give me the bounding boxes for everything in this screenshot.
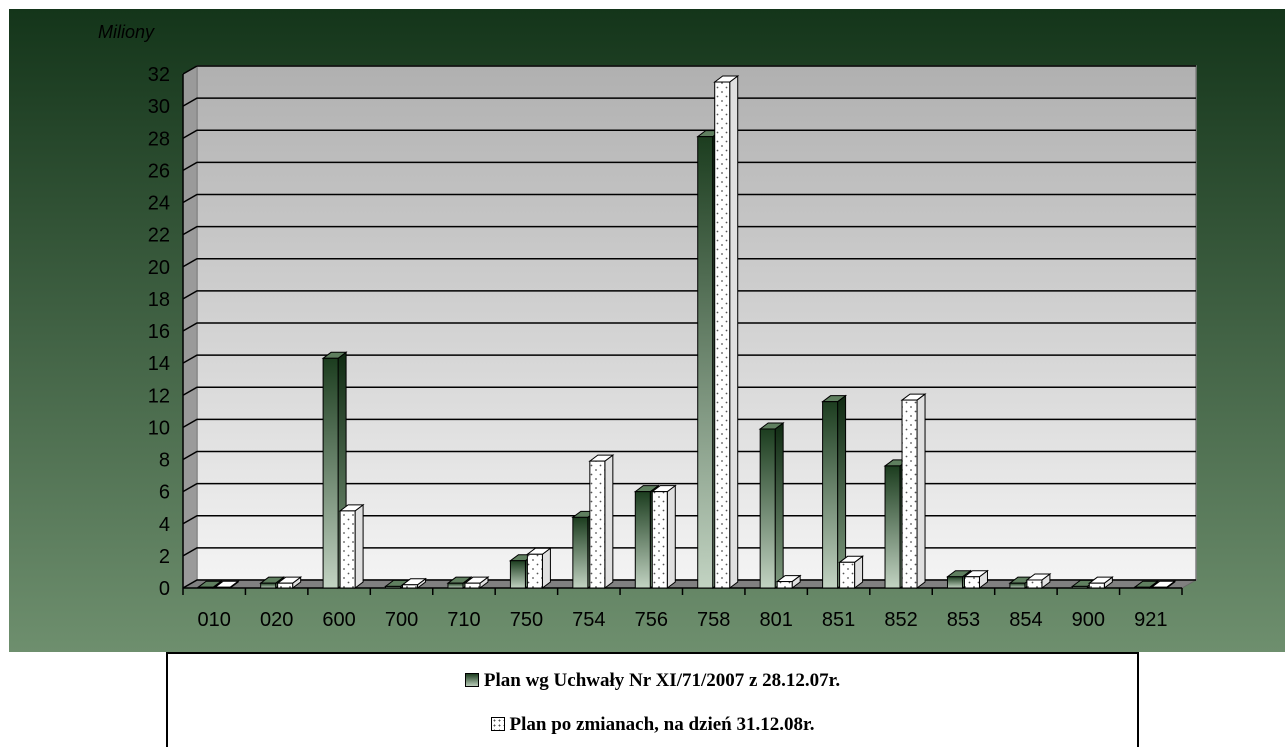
bar-series-1 bbox=[822, 401, 839, 589]
gridline bbox=[182, 290, 1196, 300]
y-tick-label: 22 bbox=[148, 225, 170, 247]
y-tick-label: 12 bbox=[148, 385, 170, 407]
bar-series-1 bbox=[322, 357, 339, 589]
bar-series-1 bbox=[1134, 586, 1151, 589]
y-tick-label: 0 bbox=[159, 578, 170, 600]
gridline bbox=[182, 386, 1196, 396]
y-tick-label: 16 bbox=[148, 321, 170, 343]
y-tick-label: 24 bbox=[148, 193, 170, 215]
x-tick-label: 853 bbox=[947, 609, 980, 631]
y-tick-label: 26 bbox=[148, 160, 170, 182]
bar-series-1 bbox=[385, 585, 402, 589]
bar-series-1 bbox=[634, 491, 651, 589]
y-tick-label: 2 bbox=[159, 546, 170, 568]
bar-series-2 bbox=[714, 81, 731, 589]
bar-series-1 bbox=[884, 465, 901, 589]
legend-item-series-1: Plan wg Uchwały Nr XI/71/2007 z 28.12.07… bbox=[168, 670, 1137, 692]
x-tick-label: 801 bbox=[759, 609, 792, 631]
bar-series-1 bbox=[697, 136, 714, 589]
x-tick-label: 921 bbox=[1134, 609, 1167, 631]
bar-series-2 bbox=[402, 584, 419, 589]
gridline bbox=[182, 258, 1196, 268]
bar-series-2 bbox=[1151, 586, 1168, 589]
gridline bbox=[182, 547, 1196, 557]
x-tick-label: 600 bbox=[322, 609, 355, 631]
x-tick-label: 852 bbox=[884, 609, 917, 631]
y-tick-label: 4 bbox=[159, 514, 170, 536]
gridline bbox=[182, 97, 1196, 107]
bar-series-2 bbox=[589, 460, 606, 589]
x-tick-label: 010 bbox=[198, 609, 231, 631]
y-tick-label: 14 bbox=[148, 353, 170, 375]
gridline bbox=[182, 482, 1196, 493]
y-tick-label: 10 bbox=[148, 417, 170, 439]
x-tick-label: 020 bbox=[260, 609, 293, 631]
gridline bbox=[182, 515, 1196, 525]
bar-series-2-side bbox=[916, 393, 926, 589]
bar-series-2-side bbox=[729, 75, 739, 589]
gridline bbox=[182, 129, 1196, 139]
bar-series-2 bbox=[214, 586, 231, 589]
gridline bbox=[182, 354, 1196, 364]
bar-series-1 bbox=[1071, 585, 1088, 589]
y-tick-label: 8 bbox=[159, 450, 170, 472]
bar-series-2-side bbox=[541, 547, 551, 589]
bar-series-1 bbox=[759, 428, 776, 589]
legend-label-series-2: Plan po zmianach, na dzień 31.12.08r. bbox=[509, 714, 815, 735]
x-tick-label: 758 bbox=[697, 609, 730, 631]
x-tick-label: 900 bbox=[1072, 609, 1105, 631]
bar-series-2-side bbox=[666, 484, 676, 589]
x-tick-label: 700 bbox=[385, 609, 418, 631]
gridline bbox=[182, 65, 1196, 75]
bar-series-1 bbox=[260, 582, 277, 589]
bar-series-1 bbox=[946, 576, 963, 589]
bar-series-2-side bbox=[354, 503, 364, 589]
bar-series-1 bbox=[1009, 582, 1026, 589]
gridline bbox=[182, 322, 1196, 332]
legend-item-series-2: Plan po zmianach, na dzień 31.12.08r. bbox=[168, 714, 1137, 736]
bar-series-1-side bbox=[774, 421, 784, 589]
x-tick-label: 756 bbox=[635, 609, 668, 631]
bar-series-2 bbox=[963, 576, 980, 589]
gridline bbox=[182, 225, 1196, 236]
gridline bbox=[182, 193, 1196, 204]
gridline bbox=[182, 161, 1196, 172]
x-tick-label: 854 bbox=[1009, 609, 1042, 631]
legend-swatch-series-2 bbox=[490, 717, 505, 731]
bar-series-2 bbox=[339, 510, 356, 589]
bar-series-1 bbox=[197, 586, 214, 589]
legend-swatch-series-1 bbox=[464, 673, 479, 687]
bar-series-2 bbox=[839, 561, 856, 589]
bar-series-1 bbox=[447, 582, 464, 589]
bar-series-1 bbox=[509, 560, 526, 589]
legend: Plan wg Uchwały Nr XI/71/2007 z 28.12.07… bbox=[166, 652, 1139, 747]
bar-series-2 bbox=[277, 582, 294, 589]
bar-series-2 bbox=[1088, 582, 1105, 589]
bar-series-2-side bbox=[604, 454, 614, 589]
x-tick-label: 710 bbox=[447, 609, 480, 631]
x-tick-label: 754 bbox=[572, 609, 605, 631]
bar-series-2 bbox=[464, 582, 481, 589]
gridline bbox=[182, 418, 1196, 429]
bar-series-2 bbox=[901, 399, 918, 589]
x-tick-label: 851 bbox=[822, 609, 855, 631]
bar-series-2 bbox=[776, 581, 793, 589]
y-tick-label: 28 bbox=[148, 128, 170, 150]
y-tick-label: 18 bbox=[148, 289, 170, 311]
y-tick-label: 20 bbox=[148, 257, 170, 279]
bar-chart: Miliony 02468101214161820222426283032010… bbox=[9, 9, 1285, 652]
y-axis-label: Miliony bbox=[98, 22, 155, 42]
y-tick-label: 30 bbox=[148, 96, 170, 118]
legend-label-series-1: Plan wg Uchwały Nr XI/71/2007 z 28.12.07… bbox=[483, 670, 841, 691]
y-tick-label: 32 bbox=[148, 64, 170, 86]
gridline bbox=[182, 450, 1196, 461]
bar-series-1 bbox=[572, 516, 589, 589]
bar-series-2 bbox=[526, 553, 543, 589]
bar-series-2 bbox=[651, 491, 668, 589]
y-tick-label: 6 bbox=[159, 482, 170, 504]
x-tick-label: 750 bbox=[510, 609, 543, 631]
bar-series-2 bbox=[1026, 579, 1043, 589]
